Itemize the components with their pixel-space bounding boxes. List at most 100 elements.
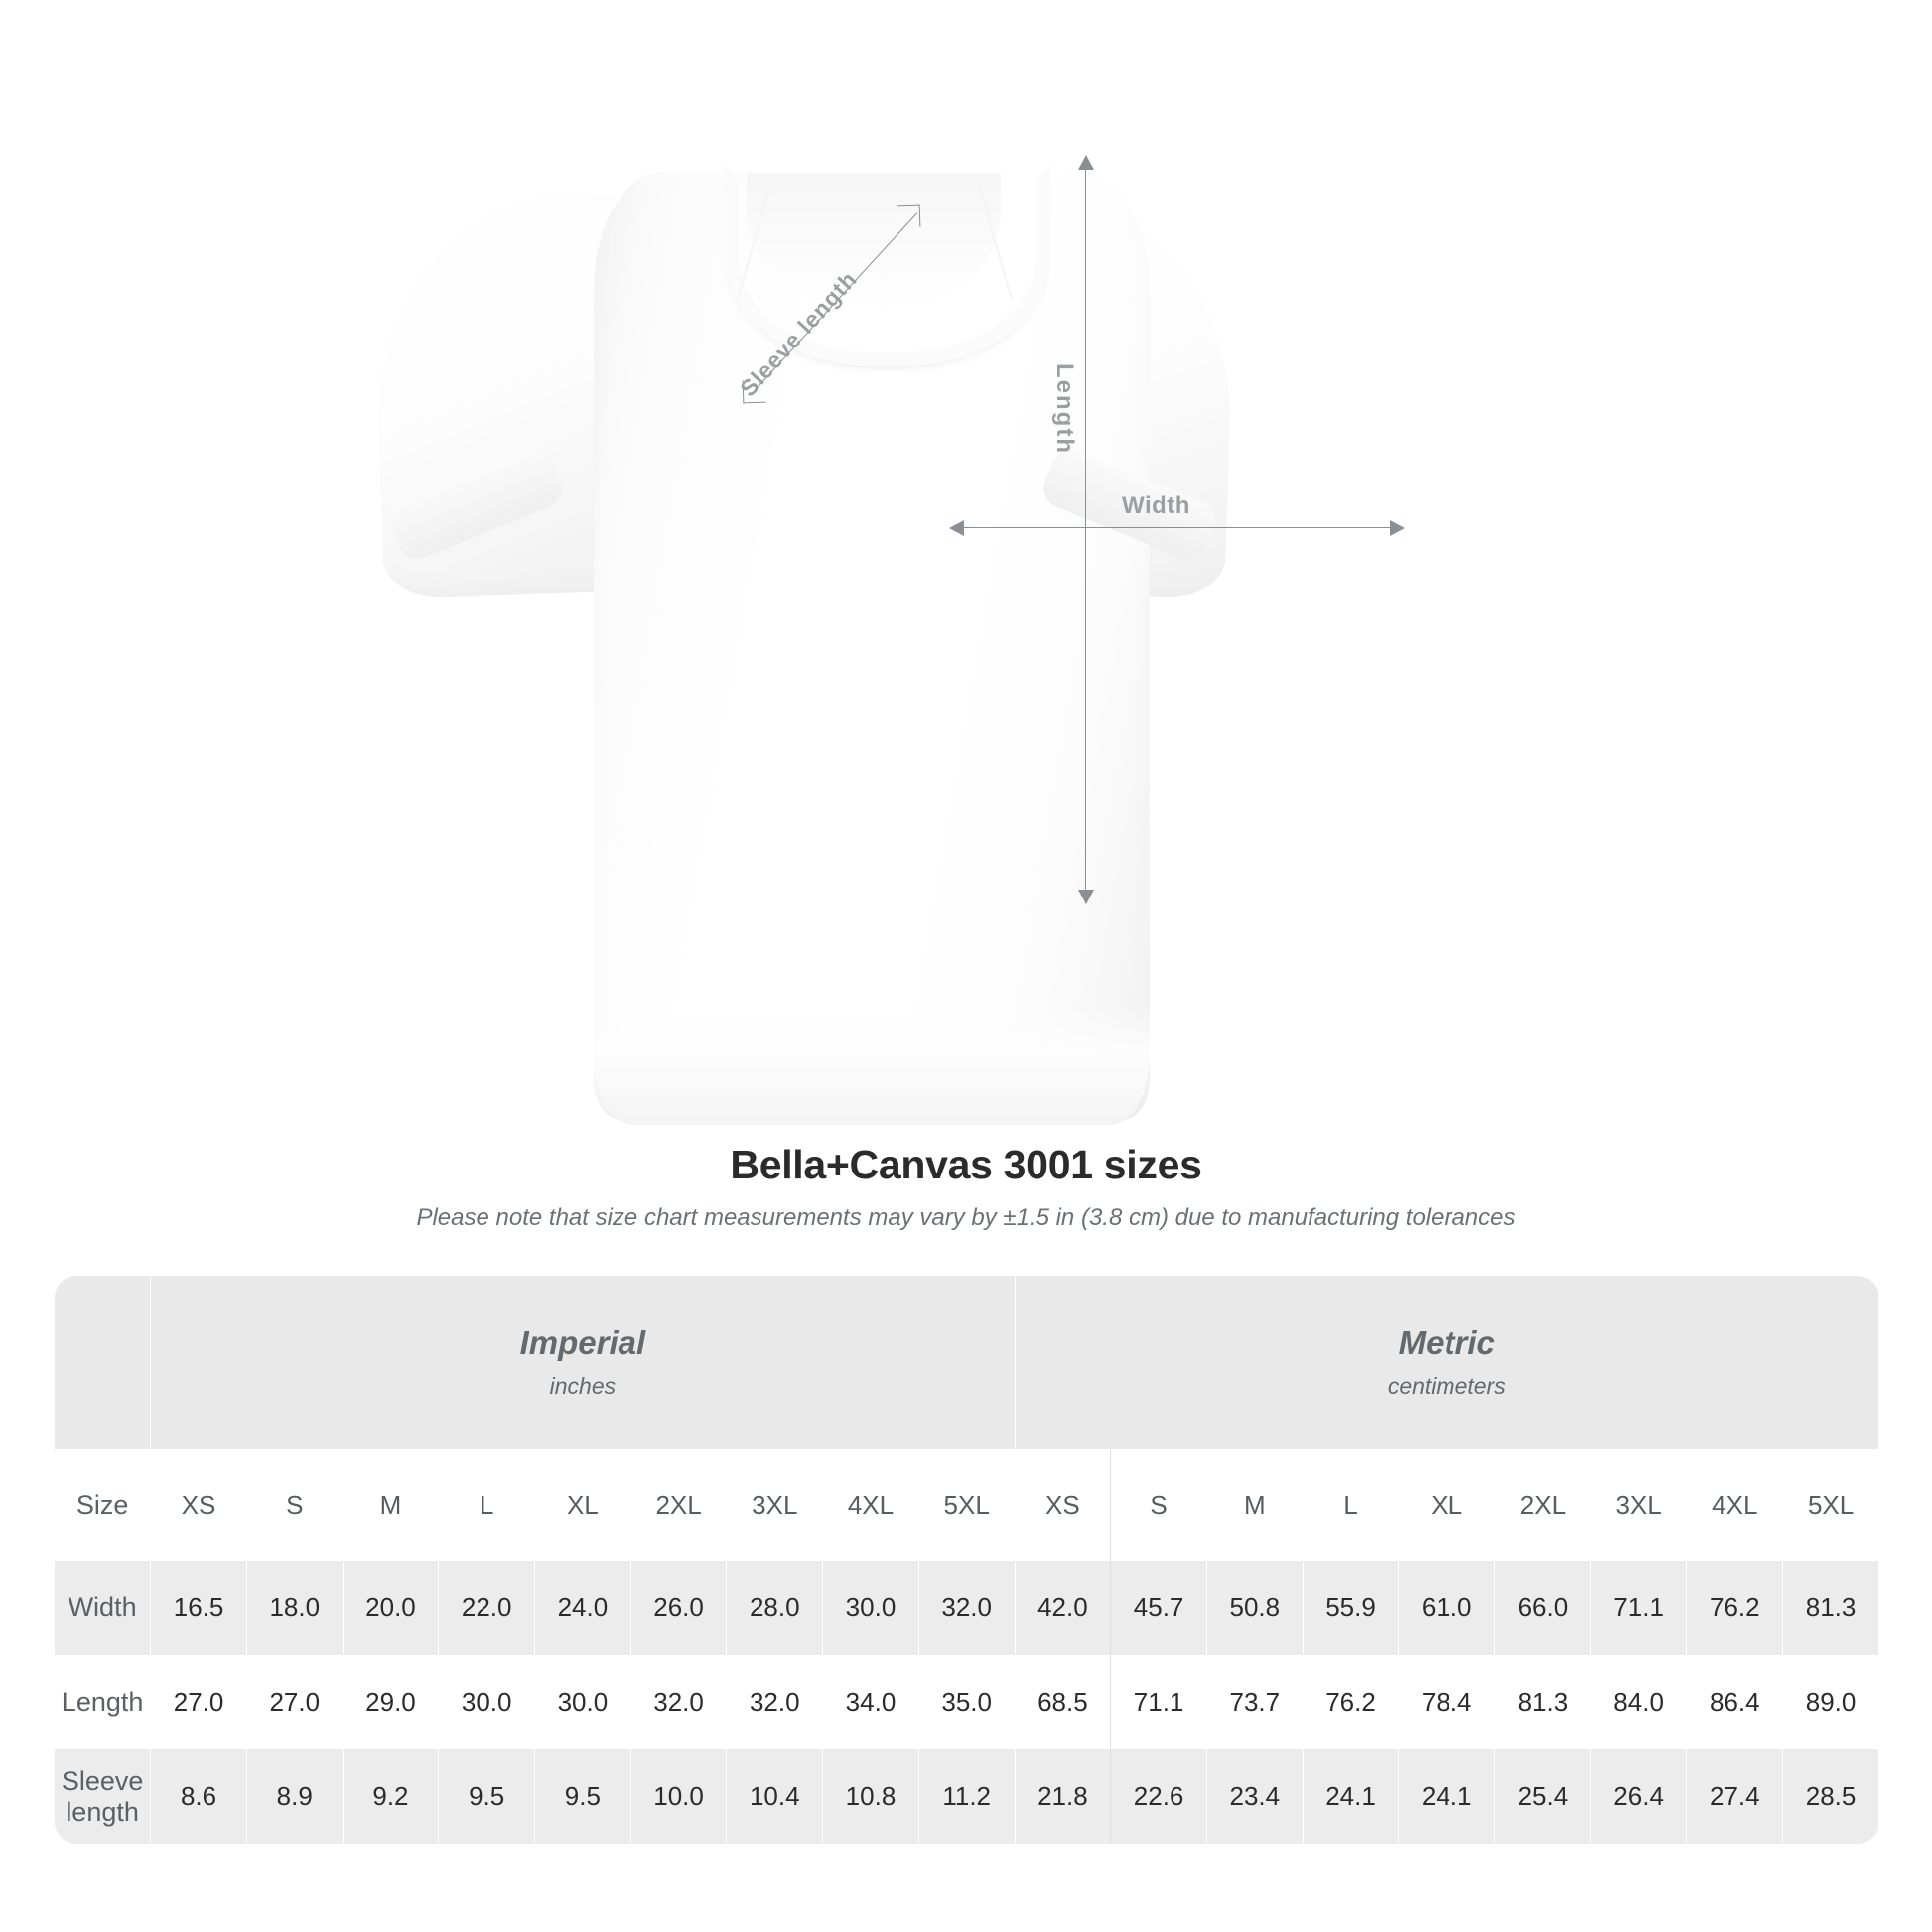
cell-width-metric-m: 50.8	[1206, 1561, 1304, 1655]
table-row: Sleeve length 8.6 8.9 9.2 9.5 9.5 10.0 10.4 10.8…	[55, 1749, 1879, 1844]
cell-sleeve-length-imperial-4xl: 10.8	[822, 1749, 919, 1844]
length-measure-line	[1085, 159, 1086, 903]
cell-width-metric-4xl: 76.2	[1686, 1561, 1784, 1655]
size-header-4xl-imperial: 4XL	[822, 1449, 919, 1561]
length-arrow-up-icon	[1078, 155, 1094, 170]
unit-section-metric: Metric centimeters	[1015, 1276, 1879, 1449]
unit-section-row: Imperial inches Metric centimeters	[55, 1276, 1879, 1449]
size-header-m-metric: M	[1206, 1449, 1304, 1561]
cell-length-metric-l: 76.2	[1303, 1655, 1400, 1749]
size-table-container: Imperial inches Metric centimeters Size XS S M L…	[55, 1276, 1879, 1844]
length-label: Length	[1051, 363, 1078, 455]
tolerance-note: Please note that size chart measurements…	[416, 1204, 1516, 1231]
unit-band-spacer	[55, 1276, 152, 1449]
cell-width-metric-s: 45.7	[1110, 1561, 1207, 1655]
cell-width-imperial-4xl: 30.0	[822, 1561, 919, 1655]
size-header-l-metric: L	[1303, 1449, 1400, 1561]
cell-length-imperial-l: 30.0	[438, 1655, 536, 1749]
cell-sleeve-length-metric-xs: 21.8	[1015, 1749, 1112, 1844]
cell-length-metric-5xl: 89.0	[1782, 1655, 1879, 1749]
table-row: Width 16.5 18.0 20.0 22.0 24.0 26.0 28.0 30.0 32.…	[55, 1561, 1879, 1655]
size-header-2xl-metric: 2XL	[1494, 1449, 1591, 1561]
cell-sleeve-length-metric-4xl: 27.4	[1686, 1749, 1784, 1844]
table-row: Length 27.0 27.0 29.0 30.0 30.0 32.0 32.0 34.0 35…	[55, 1655, 1879, 1749]
row-label-width: Width	[55, 1561, 152, 1655]
cell-sleeve-length-imperial-2xl: 10.0	[630, 1749, 728, 1844]
size-header-xl-imperial: XL	[534, 1449, 631, 1561]
size-column-header: Size	[55, 1449, 152, 1561]
cell-length-imperial-m: 29.0	[343, 1655, 440, 1749]
size-header-s-imperial: S	[246, 1449, 344, 1561]
size-header-s-metric: S	[1110, 1449, 1207, 1561]
cell-width-metric-xl: 61.0	[1398, 1561, 1496, 1655]
cell-sleeve-length-imperial-3xl: 10.4	[726, 1749, 824, 1844]
cell-sleeve-length-imperial-m: 9.2	[343, 1749, 440, 1844]
cell-length-imperial-5xl: 35.0	[918, 1655, 1016, 1749]
size-header-xs-imperial: XS	[150, 1449, 247, 1561]
cell-sleeve-length-imperial-l: 9.5	[438, 1749, 536, 1844]
cell-sleeve-length-imperial-5xl: 11.2	[918, 1749, 1016, 1844]
cell-width-metric-3xl: 71.1	[1590, 1561, 1688, 1655]
size-header-row: Size XS S M L XL 2XL 3XL 4XL 5XL XS S M L XL 2XL 3XL 4XL 5…	[55, 1449, 1879, 1561]
size-header-m-imperial: M	[343, 1449, 440, 1561]
tshirt-image: Length Width Sleeve length	[370, 77, 1539, 1125]
cell-length-imperial-2xl: 32.0	[630, 1655, 728, 1749]
size-header-3xl-imperial: 3XL	[726, 1449, 824, 1561]
cell-width-imperial-xl: 24.0	[534, 1561, 631, 1655]
size-header-xl-metric: XL	[1398, 1449, 1496, 1561]
cell-length-imperial-xl: 30.0	[534, 1655, 631, 1749]
size-table-body: Imperial inches Metric centimeters Size XS S M L…	[55, 1276, 1879, 1844]
unit-section-name: Metric	[1398, 1323, 1495, 1361]
cell-sleeve-length-metric-s: 22.6	[1110, 1749, 1207, 1844]
width-label: Width	[1122, 492, 1190, 519]
cell-sleeve-length-metric-xl: 24.1	[1398, 1749, 1496, 1844]
width-arrow-right-icon	[1390, 520, 1405, 536]
cell-length-metric-s: 71.1	[1110, 1655, 1207, 1749]
size-header-5xl-metric: 5XL	[1782, 1449, 1879, 1561]
cell-length-metric-2xl: 81.3	[1494, 1655, 1591, 1749]
cell-length-metric-m: 73.7	[1206, 1655, 1304, 1749]
cell-sleeve-length-metric-m: 23.4	[1206, 1749, 1304, 1844]
cell-length-imperial-xs: 27.0	[150, 1655, 247, 1749]
cell-sleeve-length-metric-5xl: 28.5	[1782, 1749, 1879, 1844]
cell-width-imperial-m: 20.0	[343, 1561, 440, 1655]
cell-width-metric-2xl: 66.0	[1494, 1561, 1591, 1655]
unit-section-unit: inches	[549, 1373, 617, 1400]
cell-width-metric-5xl: 81.3	[1782, 1561, 1879, 1655]
cell-sleeve-length-metric-3xl: 26.4	[1590, 1749, 1688, 1844]
size-table: Imperial inches Metric centimeters Size XS S M L…	[55, 1276, 1879, 1844]
cell-width-metric-l: 55.9	[1303, 1561, 1400, 1655]
cell-width-imperial-s: 18.0	[246, 1561, 344, 1655]
cell-length-imperial-4xl: 34.0	[822, 1655, 919, 1749]
unit-section-unit: centimeters	[1387, 1373, 1506, 1400]
cell-sleeve-length-imperial-xl: 9.5	[534, 1749, 631, 1844]
cell-length-imperial-s: 27.0	[246, 1655, 344, 1749]
cell-sleeve-length-imperial-xs: 8.6	[150, 1749, 247, 1844]
length-arrow-down-icon	[1078, 890, 1094, 904]
tshirt-diagram: Length Width Sleeve length	[370, 77, 1539, 1125]
cell-length-imperial-3xl: 32.0	[726, 1655, 824, 1749]
unit-section-name: Imperial	[519, 1323, 646, 1361]
cell-length-metric-3xl: 84.0	[1590, 1655, 1688, 1749]
row-label-sleeve-length: Sleeve length	[55, 1749, 152, 1844]
tshirt-hem	[594, 1006, 1150, 1125]
cell-sleeve-length-metric-2xl: 25.4	[1494, 1749, 1591, 1844]
cell-width-imperial-2xl: 26.0	[630, 1561, 728, 1655]
size-header-2xl-imperial: 2XL	[630, 1449, 728, 1561]
sleeve-arrow-end-icon	[897, 204, 921, 228]
cell-width-imperial-xs: 16.5	[150, 1561, 247, 1655]
cell-length-metric-xs: 68.5	[1015, 1655, 1112, 1749]
cell-width-metric-xs: 42.0	[1015, 1561, 1112, 1655]
cell-width-imperial-l: 22.0	[438, 1561, 536, 1655]
width-measure-line	[955, 527, 1402, 528]
cell-sleeve-length-imperial-s: 8.9	[246, 1749, 344, 1844]
cell-width-imperial-3xl: 28.0	[726, 1561, 824, 1655]
page-title: Bella+Canvas 3001 sizes	[730, 1142, 1202, 1187]
row-label-length: Length	[55, 1655, 152, 1749]
cell-width-imperial-5xl: 32.0	[918, 1561, 1016, 1655]
size-header-xs-metric: XS	[1015, 1449, 1112, 1561]
cell-sleeve-length-metric-l: 24.1	[1303, 1749, 1400, 1844]
size-header-l-imperial: L	[438, 1449, 536, 1561]
unit-section-imperial: Imperial inches	[150, 1276, 1016, 1449]
